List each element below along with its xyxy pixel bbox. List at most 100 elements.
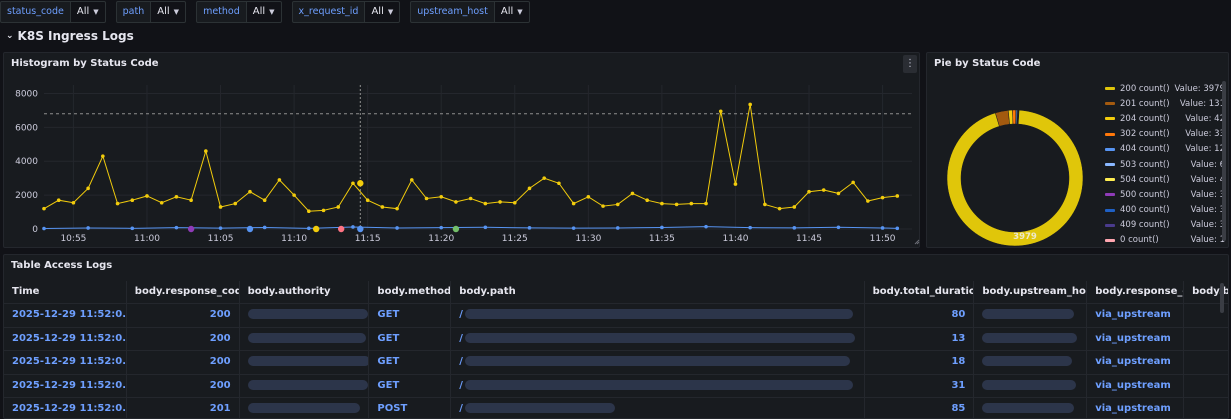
data-point [86, 226, 90, 230]
cell-upstream-host [973, 398, 1086, 419]
column-header[interactable]: body.path [450, 281, 863, 303]
data-point [586, 195, 591, 199]
table-row[interactable]: 2025-12-29 11:52:0... 200 GET / 80 via_upstre… [4, 303, 1228, 327]
variable-select[interactable]: All ▼ [151, 1, 187, 23]
table-row[interactable]: 2025-12-29 11:52:0... 200 GET / 18 via_upstre… [4, 350, 1228, 374]
data-point [174, 225, 179, 230]
table-row[interactable]: 2025-12-29 11:52:0... 201 POST / 85 via_upstr… [4, 397, 1228, 419]
column-header[interactable]: body.upstream_host [973, 281, 1086, 303]
data-point [733, 182, 738, 186]
column-header[interactable]: Time [12, 286, 40, 297]
cell-response-code: 200 [125, 304, 239, 327]
chevron-down-icon: ▼ [173, 8, 180, 16]
variable-select[interactable]: All ▼ [494, 1, 530, 23]
data-point [395, 206, 399, 211]
variable-value: All [76, 6, 90, 17]
column-header[interactable]: body.total_duration [863, 281, 973, 303]
cell-response-code-details[interactable]: via_upstream [1086, 304, 1183, 327]
column-header[interactable]: body.b [1183, 281, 1228, 303]
cell-method[interactable]: GET [368, 327, 450, 350]
legend-item[interactable]: 0 count() Value: 1 [1105, 233, 1225, 248]
column-header[interactable]: body.response_cod [1086, 281, 1183, 303]
data-point [262, 198, 267, 202]
panel-menu-icon[interactable]: ⋮ [903, 55, 917, 73]
x-tick-label: 11:10 [281, 234, 307, 244]
resize-handle-icon[interactable] [914, 239, 920, 245]
data-point [718, 109, 723, 114]
cell-path[interactable]: / [450, 327, 863, 350]
pie-chart[interactable]: 3979 [927, 53, 1102, 249]
series-line [43, 226, 898, 229]
cell-response-code-details-text: via_upstream [1095, 379, 1171, 391]
legend-item[interactable]: 500 count() Value: 3 [1105, 187, 1225, 202]
cell-response-code-text: 200 [209, 356, 231, 367]
cell-time[interactable]: 2025-12-29 11:52:0... [4, 351, 126, 374]
cell-total-duration: 18 [863, 351, 974, 374]
column-header[interactable]: body.authority [238, 281, 369, 303]
legend-item[interactable]: 200 count() Value: 3979 [1105, 81, 1225, 96]
table-row[interactable]: 2025-12-29 11:52:0... 200 GET / 13 via_upstre… [4, 326, 1228, 351]
x-tick-label: 11:40 [722, 234, 748, 244]
variable-label: status_code [0, 1, 71, 23]
cell-method[interactable]: GET [368, 351, 450, 374]
cell-method[interactable]: GET [368, 374, 450, 397]
legend-item[interactable]: 204 count() Value: 42 [1105, 111, 1225, 126]
legend-value: Value: 131 [1179, 98, 1225, 109]
redacted-value [982, 379, 1077, 390]
histogram-chart[interactable]: 0 2000 4000 6000 8000 10:55 11:00 11:05 11:10 11:… [4, 53, 921, 249]
cell-method-text: GET [377, 332, 400, 344]
y-tick-label: 4000 [15, 157, 38, 167]
cell-total-duration: 13 [863, 327, 974, 350]
cell-path[interactable]: / [450, 351, 863, 374]
hover-point [337, 225, 345, 233]
data-point [615, 202, 620, 207]
y-tick-label: 6000 [15, 123, 38, 133]
cell-response-code-details[interactable]: via_upstream [1086, 398, 1183, 419]
pie-slice[interactable] [946, 109, 1084, 247]
variable-select[interactable]: All ▼ [246, 1, 282, 23]
column-header[interactable]: body.response_code [125, 281, 239, 303]
data-point [159, 200, 164, 205]
legend-item[interactable]: 302 count() Value: 33 [1105, 127, 1225, 142]
variable-select[interactable]: All ▼ [365, 1, 401, 23]
legend-scrollbar[interactable] [1222, 81, 1226, 241]
legend-item[interactable]: 400 count() Value: 3 [1105, 203, 1225, 218]
data-point [880, 226, 885, 230]
cell-time[interactable]: 2025-12-29 11:52:0... [4, 328, 126, 351]
legend-item[interactable]: 409 count() Value: 3 [1105, 218, 1225, 233]
legend-item[interactable]: 504 count() Value: 4 [1105, 172, 1225, 187]
cell-response-code-details[interactable]: via_upstream [1086, 351, 1183, 374]
chevron-down-icon: ▼ [387, 8, 394, 16]
legend-name: 409 count() [1120, 220, 1170, 231]
cell-path[interactable]: / [450, 398, 863, 419]
row-collapse-toggle[interactable]: ⌄ K8S Ingress Logs [6, 28, 134, 44]
legend-swatch [1105, 178, 1115, 182]
cell-response-code-details[interactable]: via_upstream [1086, 374, 1183, 397]
cell-time[interactable]: 2025-12-29 11:52:0... [4, 304, 126, 327]
cell-method[interactable]: POST [368, 398, 450, 419]
legend-item[interactable]: 404 count() Value: 12 [1105, 142, 1225, 157]
table-scrollbar[interactable] [1220, 283, 1224, 313]
table-row[interactable]: 2025-12-29 11:52:0... 200 GET / 31 via_upstre… [4, 373, 1228, 398]
cell-time[interactable]: 2025-12-29 11:52:0... [4, 375, 126, 398]
legend-name: 0 count() [1120, 235, 1159, 246]
chevron-down-icon: ⌄ [6, 31, 14, 41]
hover-point [357, 180, 364, 187]
column-header[interactable]: body.method [368, 281, 450, 303]
legend-item[interactable]: 201 count() Value: 131 [1105, 96, 1225, 111]
cell-method[interactable]: GET [368, 304, 450, 327]
variable-select[interactable]: All ▼ [70, 1, 106, 23]
cell-time[interactable]: 2025-12-29 11:52:0... [4, 398, 126, 419]
panel-title: Histogram by Status Code [11, 58, 159, 69]
data-point [674, 202, 679, 207]
x-tick-label: 11:05 [208, 234, 234, 244]
legend-item[interactable]: 503 count() Value: 6 [1105, 157, 1225, 172]
cell-response-code-details-text: via_upstream [1095, 403, 1171, 414]
cell-response-code-details[interactable]: via_upstream [1086, 327, 1183, 350]
data-point [189, 198, 193, 202]
cell-response-code-details-text: via_upstream [1095, 332, 1171, 344]
data-point [42, 226, 46, 231]
cell-path[interactable]: / [450, 304, 863, 327]
pie-slice[interactable] [1012, 109, 1017, 125]
cell-path[interactable]: / [450, 374, 863, 397]
